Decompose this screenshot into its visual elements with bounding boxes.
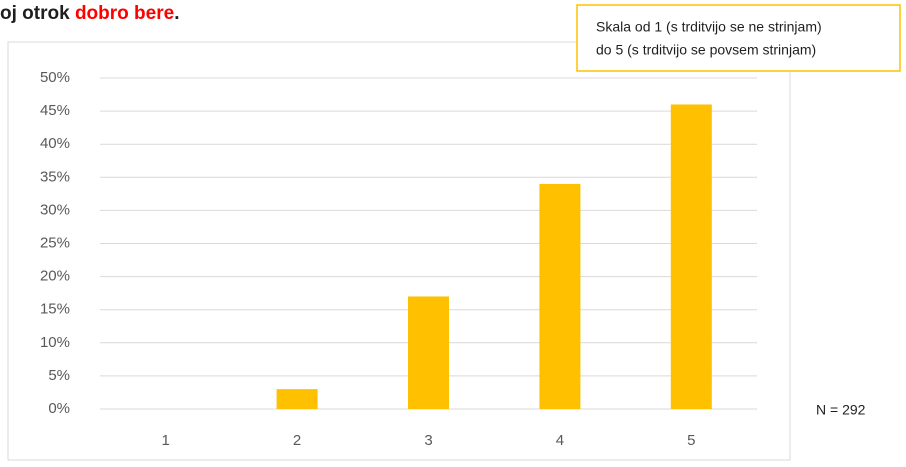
y-tick-label: 35% (40, 168, 70, 185)
bar (670, 104, 712, 409)
x-tick-label: 2 (293, 432, 301, 449)
y-tick-label: 25% (40, 234, 70, 251)
title-part: oj otrok (0, 3, 75, 24)
y-tick-label: 40% (40, 135, 70, 152)
x-tick-label: 4 (556, 432, 564, 449)
bar (539, 183, 581, 409)
title-part: . (174, 3, 179, 24)
bar (276, 389, 318, 409)
y-tick-label: 30% (40, 201, 70, 218)
y-tick-label: 0% (48, 400, 70, 417)
x-tick-label: 5 (687, 432, 695, 449)
y-tick-label: 45% (40, 102, 70, 119)
y-tick-label: 10% (40, 334, 70, 351)
x-tick-label: 1 (162, 432, 170, 449)
title-part: dobro bere (75, 3, 174, 24)
annotation: N = 292 (816, 402, 866, 418)
annotation: Skala od 1 (s trditvijo se ne strinjam) (596, 19, 822, 35)
chart-title: oj otrok dobro bere. (0, 3, 179, 24)
y-tick-label: 50% (40, 69, 70, 86)
y-tick-label: 20% (40, 268, 70, 285)
y-tick-label: 15% (40, 301, 70, 318)
chart-frame (7, 41, 791, 461)
x-tick-label: 3 (424, 432, 432, 449)
bar (408, 296, 449, 409)
y-tick-label: 5% (48, 367, 70, 384)
annotation-box (576, 4, 901, 72)
annotation: do 5 (s trditvijo se povsem strinjam) (596, 42, 816, 58)
